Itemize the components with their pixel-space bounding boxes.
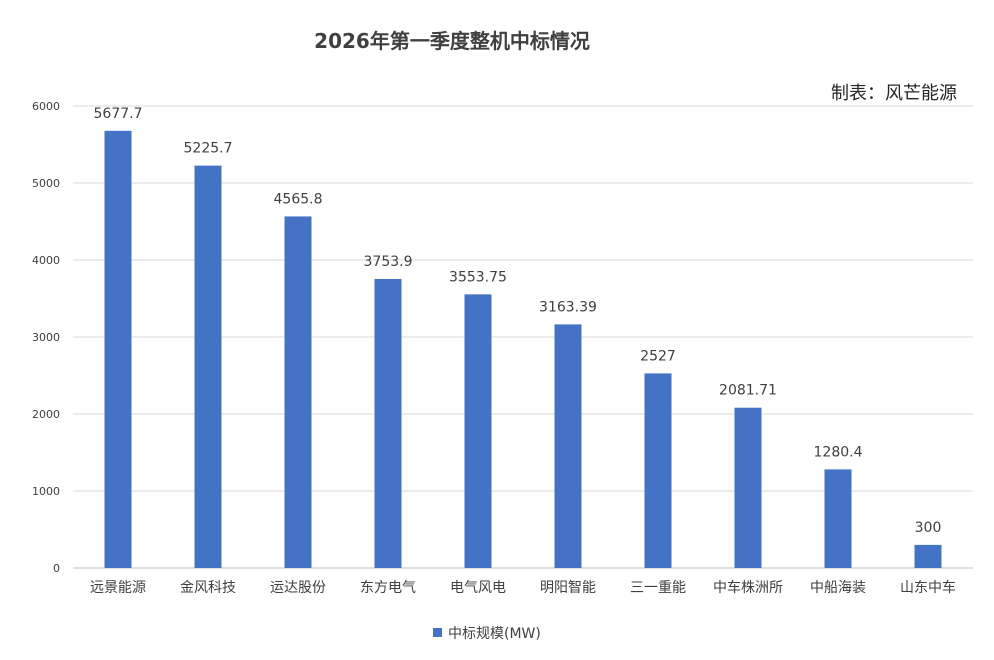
data-label: 5677.7 (94, 106, 143, 122)
data-label: 300 (915, 520, 942, 536)
data-label: 1280.4 (814, 444, 863, 460)
bar[interactable] (824, 469, 852, 568)
data-label: 4565.8 (274, 191, 323, 207)
x-tick-label: 电气风电 (450, 580, 506, 596)
x-tick-label: 金风科技 (180, 580, 236, 596)
bar[interactable] (464, 294, 492, 568)
bar[interactable] (734, 407, 762, 568)
x-tick-label: 中船海装 (810, 580, 866, 596)
y-tick-label: 0 (53, 562, 60, 575)
legend-label: 中标规模(MW) (448, 626, 541, 642)
x-tick-label: 山东中车 (900, 579, 956, 596)
gridlines (73, 105, 973, 569)
y-tick-label: 2000 (32, 408, 60, 421)
legend-swatch (433, 628, 442, 637)
data-label: 3553.75 (449, 269, 507, 285)
data-label: 2527 (640, 348, 676, 364)
data-label: 2081.71 (719, 383, 777, 399)
y-axis-ticks: 0 1000 2000 3000 4000 5000 6000 (32, 100, 60, 575)
legend[interactable]: 中标规模(MW) (433, 626, 541, 642)
bar[interactable] (104, 130, 132, 569)
y-tick-label: 5000 (32, 177, 60, 190)
y-tick-label: 3000 (32, 331, 60, 344)
data-labels: 5677.7 5225.7 4565.8 3753.9 3553.75 3163.39 25… (94, 106, 942, 536)
y-tick-label: 1000 (32, 485, 60, 498)
y-tick-label: 6000 (32, 100, 60, 113)
data-label: 5225.7 (184, 141, 233, 157)
x-tick-label: 远景能源 (90, 580, 146, 596)
bar[interactable] (554, 324, 582, 568)
x-tick-label: 运达股份 (270, 580, 326, 596)
x-tick-label: 三一重能 (630, 580, 686, 596)
source-note: 制表：风芒能源 (831, 83, 957, 104)
data-label: 3753.9 (364, 254, 413, 270)
bar[interactable] (374, 278, 402, 568)
x-axis-ticks: 远景能源 金风科技 运达股份 东方电气 电气风电 明阳智能 三一重能 中车株洲所 中船海装 山东中… (90, 579, 956, 596)
y-tick-label: 4000 (32, 254, 60, 267)
chart-title: 2026年第一季度整机中标情况 (314, 29, 590, 53)
bars (104, 130, 942, 569)
bar[interactable] (644, 373, 672, 568)
x-tick-label: 中车株洲所 (713, 579, 783, 596)
x-tick-label: 东方电气 (360, 580, 416, 596)
bar[interactable] (194, 165, 222, 568)
data-label: 3163.39 (539, 299, 597, 315)
bar[interactable] (284, 216, 312, 568)
bar[interactable] (914, 544, 942, 568)
x-tick-label: 明阳智能 (540, 580, 596, 596)
